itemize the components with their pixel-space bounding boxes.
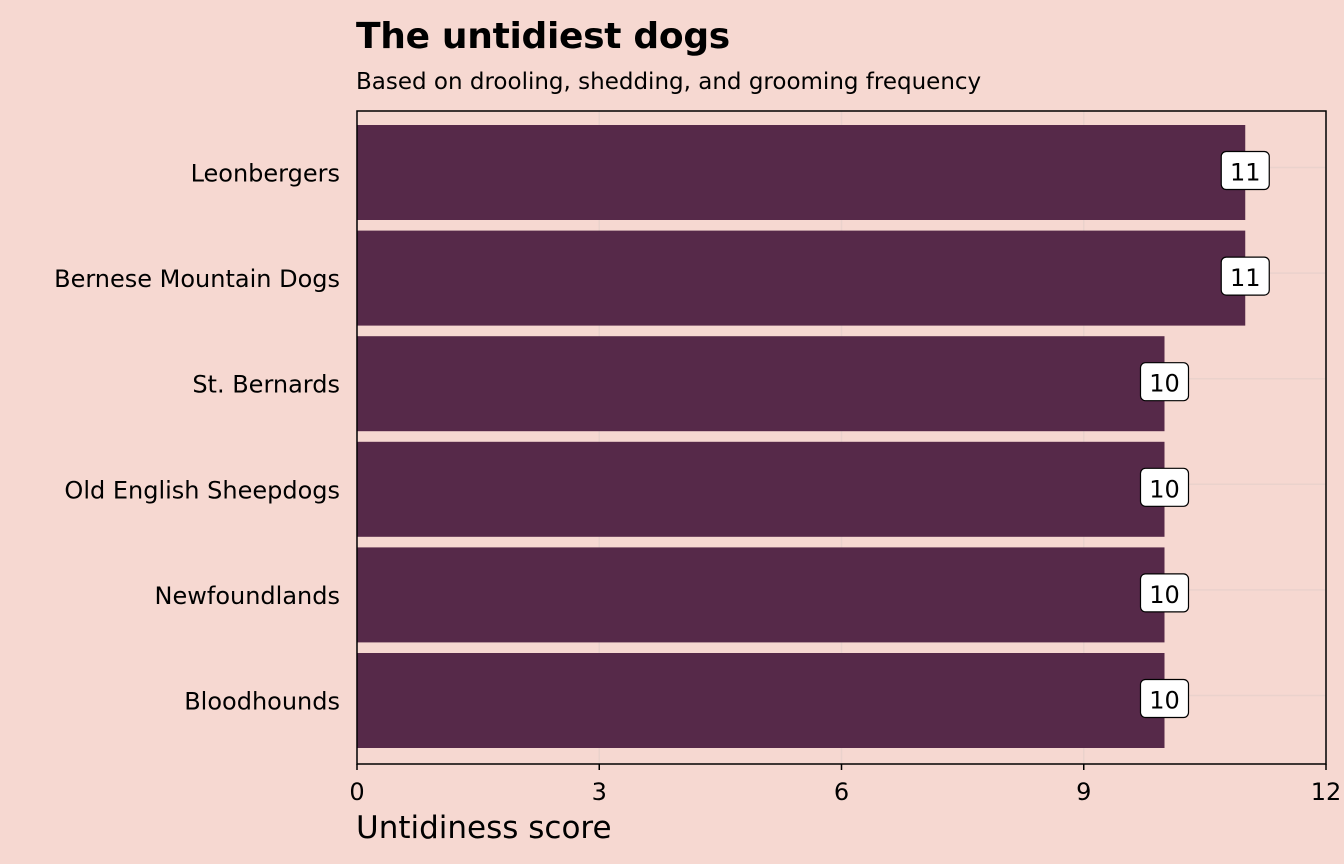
category-axis: Leonbergers Bernese Mountain Dogs St. Bern…	[54, 160, 340, 716]
chart-subtitle: Based on drooling, shedding, and groomin…	[356, 69, 982, 95]
category-label: Leonbergers	[191, 160, 340, 188]
bar	[357, 125, 1246, 220]
data-label-box	[1139, 573, 1190, 613]
data-label-box	[1139, 678, 1190, 719]
data-label-box	[1139, 362, 1190, 402]
category-label: Newfoundlands	[155, 582, 340, 610]
bar	[357, 441, 1165, 537]
data-label: 11	[1230, 159, 1261, 187]
data-label-box	[1220, 150, 1270, 191]
data-label-box	[1139, 467, 1190, 507]
data-label: 10	[1149, 581, 1180, 609]
x-tick-label: 9	[1076, 778, 1091, 806]
value-axis: 0 3 6 9 12	[349, 764, 1341, 806]
bar	[357, 653, 1165, 748]
data-label: 10	[1149, 687, 1180, 715]
chart-title: The untidiest dogs	[356, 16, 730, 57]
x-tick-label: 12	[1311, 778, 1342, 806]
data-label-layer: 11 11 10 10 10 10	[1139, 150, 1270, 719]
category-label: Bernese Mountain Dogs	[54, 265, 340, 293]
data-label: 10	[1149, 475, 1180, 503]
data-label: 10	[1149, 370, 1180, 398]
x-tick-label: 3	[592, 778, 607, 806]
data-label-box	[1220, 256, 1270, 296]
bar	[357, 547, 1165, 643]
x-tick-label: 0	[349, 778, 364, 806]
bar	[357, 230, 1246, 326]
category-label: Old English Sheepdogs	[64, 476, 340, 504]
bar	[357, 336, 1165, 432]
data-label: 11	[1230, 264, 1261, 292]
category-label: Bloodhounds	[184, 688, 340, 716]
x-tick-label: 6	[834, 778, 849, 806]
x-axis-title: Untidiness score	[356, 810, 612, 846]
category-label: St. Bernards	[192, 371, 340, 399]
bar-layer	[357, 125, 1246, 748]
